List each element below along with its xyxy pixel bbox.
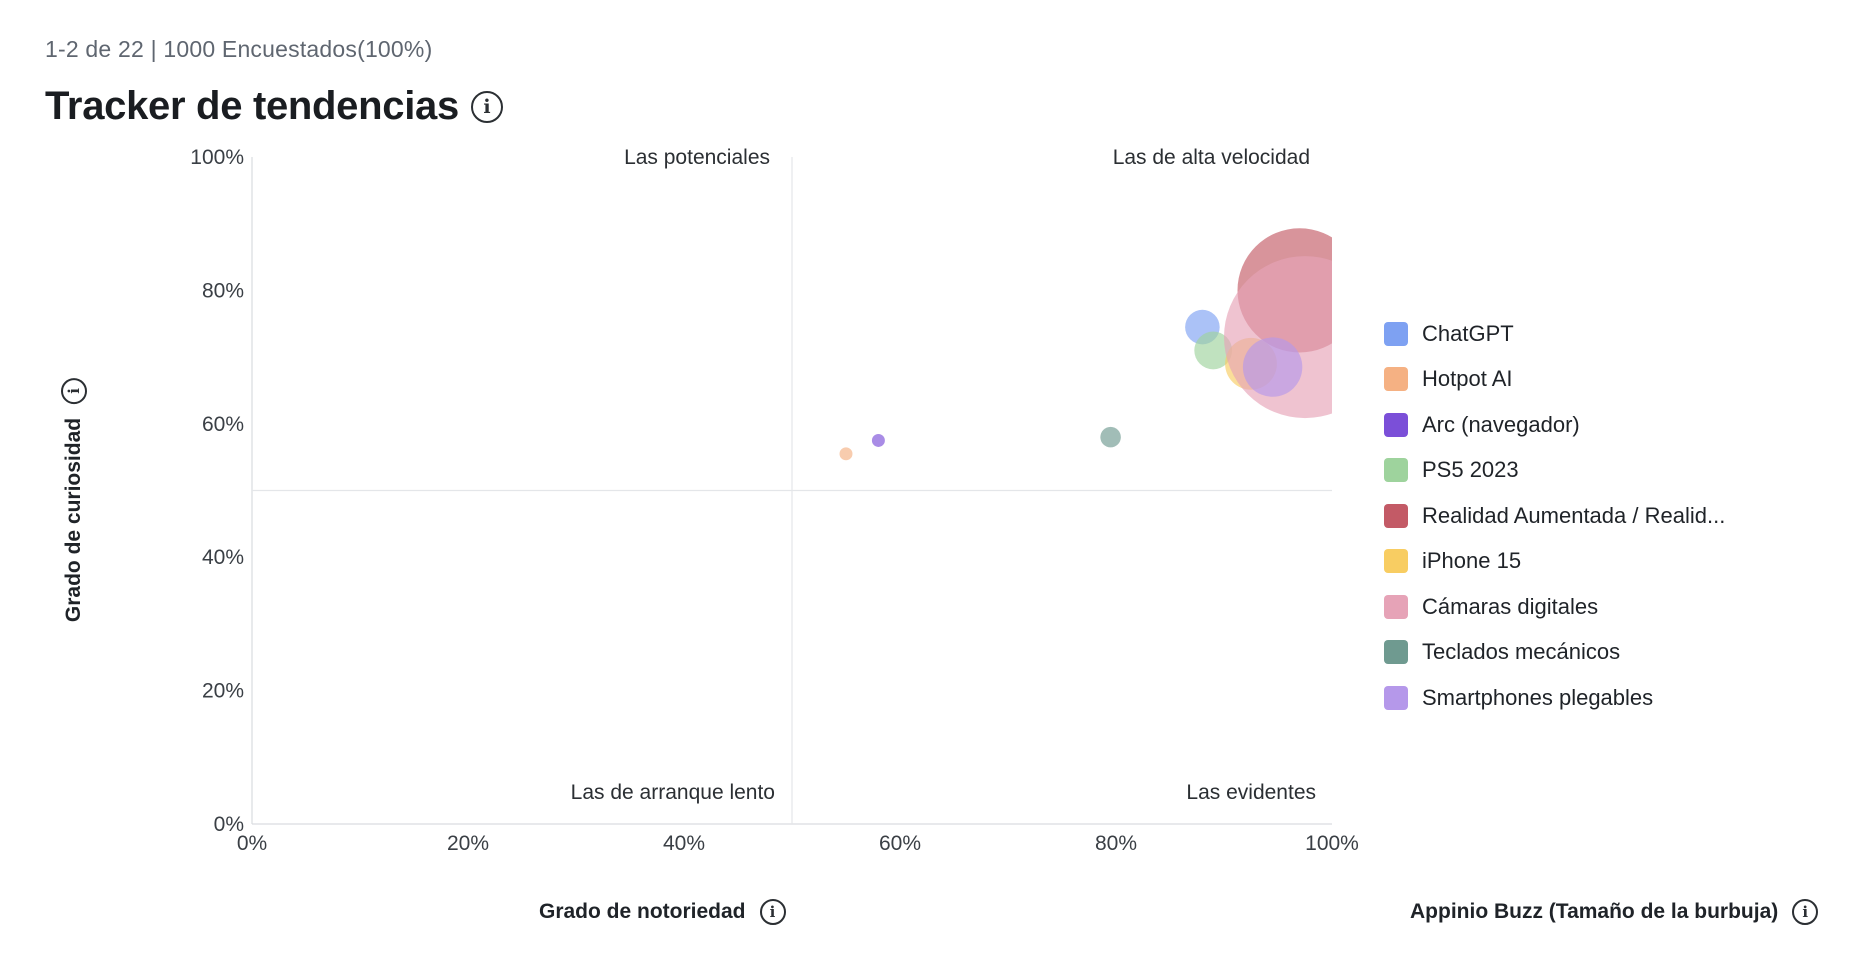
quadrant-label-top-right: Las de alta velocidad xyxy=(1113,146,1310,169)
legend-swatch xyxy=(1384,503,1408,528)
y-tick-label: 80% xyxy=(202,279,244,302)
legend-swatch xyxy=(1384,640,1408,665)
y-tick-label: 100% xyxy=(190,146,244,169)
legend-item[interactable]: PS5 2023 xyxy=(1384,448,1725,494)
quadrant-label-top-left: Las potenciales xyxy=(624,146,770,169)
legend-item[interactable]: Realidad Aumentada / Realid... xyxy=(1384,493,1725,539)
title-row: Tracker de tendencias i xyxy=(45,84,503,129)
y-tick-label: 40% xyxy=(202,546,244,569)
chart-legend: ChatGPT Hotpot AI Arc (navegador) PS5 2023 R… xyxy=(1384,311,1725,721)
bubble-point[interactable] xyxy=(839,447,853,461)
y-axis-info-icon[interactable]: i xyxy=(61,377,87,404)
legend-label: ChatGPT xyxy=(1422,320,1514,346)
legend-label: iPhone 15 xyxy=(1422,548,1522,574)
x-axis-info-icon[interactable]: i xyxy=(759,899,786,925)
legend-swatch xyxy=(1384,594,1408,619)
bubble-point[interactable] xyxy=(1224,256,1380,419)
y-axis-title: Grado de curiosidad i xyxy=(61,377,87,623)
x-tick-label: 20% xyxy=(447,832,489,855)
legend-label: Cámaras digitales xyxy=(1422,593,1599,619)
bubble-size-title-text: Appinio Buzz (Tamaño de la burbuja) xyxy=(1410,900,1779,923)
legend-label: Hotpot AI xyxy=(1422,366,1513,392)
legend-swatch xyxy=(1384,685,1408,710)
page-title: Tracker de tendencias xyxy=(45,84,459,128)
legend-item[interactable]: Teclados mecánicos xyxy=(1384,630,1725,676)
legend-item[interactable]: ChatGPT xyxy=(1384,311,1725,357)
x-axis-title-text: Grado de notoriedad xyxy=(539,900,746,923)
legend-swatch xyxy=(1384,458,1408,483)
x-tick-label: 80% xyxy=(1095,832,1137,855)
bubble-point[interactable] xyxy=(1100,426,1121,448)
bubble-point[interactable] xyxy=(1194,331,1233,370)
y-tick-label: 0% xyxy=(214,813,244,836)
legend-label: Realidad Aumentada / Realid... xyxy=(1422,502,1726,528)
legend-item[interactable]: Cámaras digitales xyxy=(1384,584,1725,630)
legend-label: Arc (navegador) xyxy=(1422,411,1580,437)
legend-label: Smartphones plegables xyxy=(1422,684,1654,710)
x-axis-title: Grado de notoriedad i xyxy=(539,899,786,925)
legend-item[interactable]: iPhone 15 xyxy=(1384,539,1725,585)
legend-label: Teclados mecánicos xyxy=(1422,639,1621,665)
legend-swatch xyxy=(1384,412,1408,437)
x-tick-label: 60% xyxy=(879,832,921,855)
bubble-point[interactable] xyxy=(1242,337,1303,397)
y-axis-title-text: Grado de curiosidad xyxy=(62,417,85,623)
legend-swatch xyxy=(1384,549,1408,574)
quadrant-label-bottom-right: Las evidentes xyxy=(1186,781,1316,804)
x-tick-label: 100% xyxy=(1305,832,1359,855)
bubble-group xyxy=(839,228,1380,461)
legend-label: PS5 2023 xyxy=(1422,457,1519,483)
x-tick-label: 0% xyxy=(237,832,267,855)
legend-item[interactable]: Arc (navegador) xyxy=(1384,402,1725,448)
x-tick-label: 40% xyxy=(663,832,705,855)
y-tick-label: 60% xyxy=(202,413,244,436)
quadrant-label-bottom-left: Las de arranque lento xyxy=(571,781,775,804)
respondents-summary: 1-2 de 22 | 1000 Encuestados(100%) xyxy=(45,36,433,62)
legend-item[interactable]: Hotpot AI xyxy=(1384,357,1725,403)
bubble-chart: 0% 20% 40% 60% 80% 100% 0% 20% 40% 60% 80% 100% Las … xyxy=(190,146,1380,855)
legend-item[interactable]: Smartphones plegables xyxy=(1384,675,1725,721)
info-icon[interactable]: i xyxy=(470,90,503,123)
bubble-size-info-icon[interactable]: i xyxy=(1792,899,1819,925)
legend-swatch xyxy=(1384,367,1408,392)
bubble-size-title: Appinio Buzz (Tamaño de la burbuja) i xyxy=(1410,899,1819,925)
bubble-point[interactable] xyxy=(871,433,885,447)
legend-swatch xyxy=(1384,321,1408,346)
y-tick-label: 20% xyxy=(202,680,244,703)
